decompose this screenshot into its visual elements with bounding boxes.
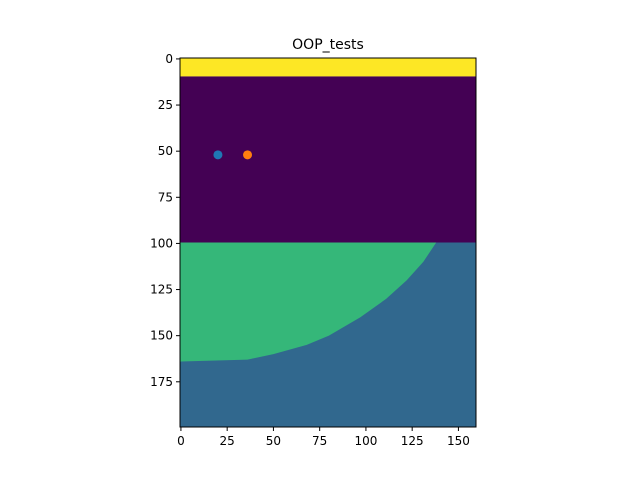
x-tick-label: 75: [312, 434, 327, 448]
scatter-points: [213, 150, 253, 160]
x-tick-label: 100: [354, 434, 377, 448]
plot-frame: [179, 57, 477, 428]
x-axis: 0 25 50 75 100 125 150: [177, 427, 470, 448]
y-axis: 0 25 50 75 100 125 150 175: [150, 52, 180, 389]
y-tick-label: 125: [150, 283, 173, 297]
x-tick-label: 50: [266, 434, 281, 448]
x-tick-label: 150: [447, 434, 470, 448]
scatter-point-1: [213, 150, 223, 160]
y-tick-label: 0: [165, 52, 173, 66]
y-tick-label: 175: [150, 375, 173, 389]
region-upper-region: [180, 76, 476, 243]
region-top-band: [180, 58, 476, 77]
plot-area: [180, 58, 476, 427]
y-tick-label: 100: [150, 236, 173, 250]
y-tick-label: 25: [158, 98, 173, 112]
region-lower-left-region: [180, 242, 437, 363]
chart-title: OOP_tests: [292, 37, 364, 53]
scatter-point-2: [243, 150, 253, 160]
y-tick-label: 150: [150, 329, 173, 343]
x-tick-label: 25: [220, 434, 235, 448]
x-tick-label: 125: [401, 434, 424, 448]
x-tick-label: 0: [177, 434, 185, 448]
y-tick-label: 50: [158, 144, 173, 158]
y-tick-label: 75: [158, 190, 173, 204]
